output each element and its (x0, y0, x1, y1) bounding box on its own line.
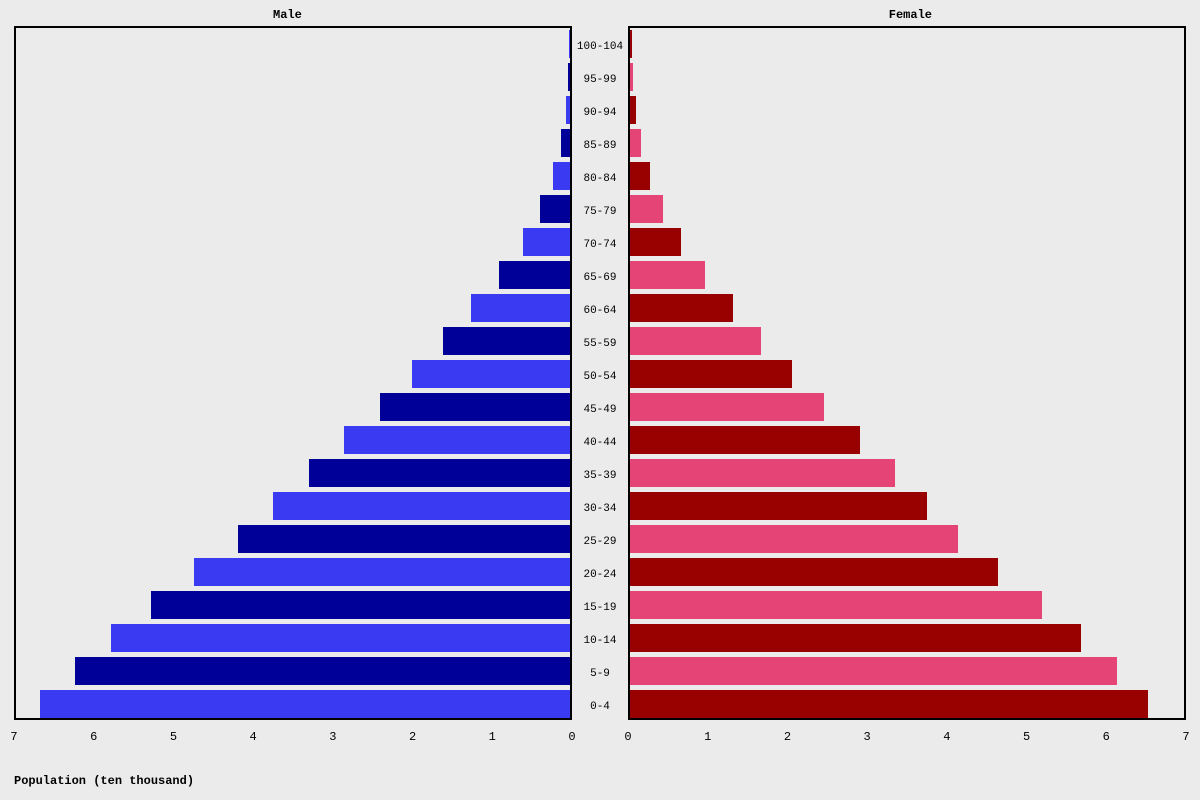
female-bar (630, 327, 761, 355)
male-bar (111, 624, 570, 652)
female-bar (630, 294, 733, 322)
x-tick-label: 2 (784, 730, 791, 744)
x-tick-label: 1 (489, 730, 496, 744)
x-tick-label: 6 (1103, 730, 1110, 744)
female-bar (630, 30, 632, 58)
female-bars (630, 28, 1184, 718)
x-tick-label: 6 (90, 730, 97, 744)
x-tick-label: 7 (1182, 730, 1189, 744)
female-bar (630, 228, 681, 256)
female-bar (630, 129, 641, 157)
age-label: 10-14 (572, 635, 628, 647)
x-tick-label: 0 (624, 730, 631, 744)
female-bar (630, 261, 705, 289)
x-tick-label: 5 (1023, 730, 1030, 744)
age-label: 90-94 (572, 107, 628, 119)
age-label: 95-99 (572, 74, 628, 86)
male-bar (238, 525, 570, 553)
male-bar (443, 327, 570, 355)
age-label: 25-29 (572, 536, 628, 548)
male-bar (568, 63, 570, 91)
age-label: 30-34 (572, 503, 628, 515)
age-label: 75-79 (572, 206, 628, 218)
female-bar (630, 492, 927, 520)
x-tick-label: 4 (943, 730, 950, 744)
x-tick-label: 1 (704, 730, 711, 744)
female-bar (630, 393, 824, 421)
age-axis-labels: 0-4 5-9 10-14 15-19 20-24 25-29 30-34 35-39 40-4… (572, 26, 628, 720)
male-title: Male (273, 8, 302, 22)
population-pyramid: Male Female 0-45-910-1415-1920-2425-2930… (14, 22, 1186, 742)
female-bar (630, 657, 1117, 685)
female-bar (630, 591, 1042, 619)
age-label: 70-74 (572, 239, 628, 251)
female-bar (630, 63, 633, 91)
age-label: 40-44 (572, 437, 628, 449)
female-bar (630, 558, 998, 586)
male-x-ticks: 76543210 (14, 722, 572, 752)
male-bar (471, 294, 570, 322)
male-bar (540, 195, 570, 223)
female-bar (630, 525, 958, 553)
female-bar (630, 360, 792, 388)
age-label: 60-64 (572, 305, 628, 317)
female-x-ticks: 01234567 (628, 722, 1186, 752)
male-bar (151, 591, 570, 619)
x-axis-caption: Population (ten thousand) (14, 774, 194, 788)
age-label: 50-54 (572, 371, 628, 383)
male-bar (344, 426, 570, 454)
male-bar (553, 162, 570, 190)
age-label: 80-84 (572, 173, 628, 185)
male-plot (14, 26, 572, 720)
male-bar (499, 261, 570, 289)
age-label: 45-49 (572, 404, 628, 416)
x-tick-label: 3 (329, 730, 336, 744)
x-tick-label: 7 (10, 730, 17, 744)
female-bar (630, 624, 1081, 652)
male-bar (523, 228, 570, 256)
age-label: 35-39 (572, 470, 628, 482)
male-bars (16, 28, 570, 718)
age-label: 55-59 (572, 338, 628, 350)
x-tick-label: 3 (864, 730, 871, 744)
female-bar (630, 426, 860, 454)
female-bar (630, 690, 1148, 718)
female-title: Female (889, 8, 932, 22)
male-bar (194, 558, 570, 586)
male-bar (569, 30, 570, 58)
male-bar (380, 393, 570, 421)
age-label: 20-24 (572, 569, 628, 581)
age-label: 65-69 (572, 272, 628, 284)
male-bar (40, 690, 570, 718)
x-tick-label: 4 (250, 730, 257, 744)
female-bar (630, 162, 650, 190)
age-label: 15-19 (572, 602, 628, 614)
female-bar (630, 459, 895, 487)
x-tick-label: 0 (568, 730, 575, 744)
age-label: 85-89 (572, 140, 628, 152)
male-bar (412, 360, 570, 388)
male-bar (561, 129, 570, 157)
male-bar (309, 459, 570, 487)
female-bar (630, 96, 636, 124)
male-bar (273, 492, 570, 520)
female-bar (630, 195, 663, 223)
age-label: 100-104 (572, 41, 628, 53)
male-bar (75, 657, 570, 685)
female-plot (628, 26, 1186, 720)
age-label: 0-4 (572, 701, 628, 713)
x-tick-label: 5 (170, 730, 177, 744)
male-bar (566, 96, 570, 124)
age-label: 5-9 (572, 668, 628, 680)
x-tick-label: 2 (409, 730, 416, 744)
